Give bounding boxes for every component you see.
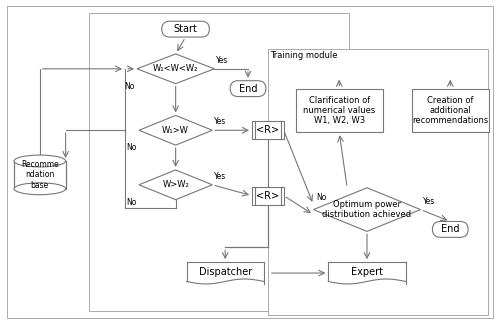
Text: End: End bbox=[239, 84, 258, 94]
FancyBboxPatch shape bbox=[296, 89, 383, 132]
Text: Start: Start bbox=[174, 24, 198, 34]
FancyBboxPatch shape bbox=[162, 21, 210, 37]
FancyBboxPatch shape bbox=[7, 6, 493, 318]
Text: No: No bbox=[124, 82, 135, 91]
Text: Clarification of
numerical values
W1, W2, W3: Clarification of numerical values W1, W2… bbox=[303, 96, 376, 125]
Polygon shape bbox=[314, 188, 420, 231]
FancyBboxPatch shape bbox=[268, 49, 488, 315]
Ellipse shape bbox=[14, 183, 66, 195]
Polygon shape bbox=[137, 54, 214, 84]
Text: Optimum power
distribution achieved: Optimum power distribution achieved bbox=[322, 200, 412, 219]
Polygon shape bbox=[328, 262, 406, 284]
Text: W>W₂: W>W₂ bbox=[162, 180, 189, 189]
Polygon shape bbox=[139, 170, 212, 200]
FancyBboxPatch shape bbox=[432, 222, 468, 237]
Text: No: No bbox=[126, 143, 137, 152]
Text: W₁<W<W₂: W₁<W<W₂ bbox=[153, 64, 198, 73]
FancyBboxPatch shape bbox=[230, 81, 266, 97]
Text: Training module: Training module bbox=[270, 51, 338, 60]
Text: Yes: Yes bbox=[422, 197, 435, 206]
Text: Yes: Yes bbox=[216, 56, 228, 65]
Text: No: No bbox=[126, 198, 137, 207]
Text: Creation of
additional
recommendations: Creation of additional recommendations bbox=[412, 96, 488, 125]
Text: Yes: Yes bbox=[214, 172, 226, 181]
FancyBboxPatch shape bbox=[412, 89, 489, 132]
FancyBboxPatch shape bbox=[14, 161, 66, 189]
Text: Expert: Expert bbox=[351, 267, 383, 277]
Text: <R>: <R> bbox=[256, 125, 280, 135]
FancyBboxPatch shape bbox=[252, 187, 284, 205]
Text: W₁>W: W₁>W bbox=[162, 126, 189, 135]
Text: Recomme
ndation
base: Recomme ndation base bbox=[21, 160, 59, 190]
Text: <R>: <R> bbox=[256, 191, 280, 201]
Ellipse shape bbox=[14, 155, 66, 167]
Text: End: End bbox=[441, 225, 460, 235]
FancyBboxPatch shape bbox=[90, 13, 349, 311]
Text: Yes: Yes bbox=[214, 117, 226, 126]
Polygon shape bbox=[186, 262, 264, 284]
FancyBboxPatch shape bbox=[252, 122, 284, 139]
Polygon shape bbox=[139, 115, 212, 145]
Text: Dispatcher: Dispatcher bbox=[198, 267, 252, 277]
Text: No: No bbox=[316, 193, 326, 202]
